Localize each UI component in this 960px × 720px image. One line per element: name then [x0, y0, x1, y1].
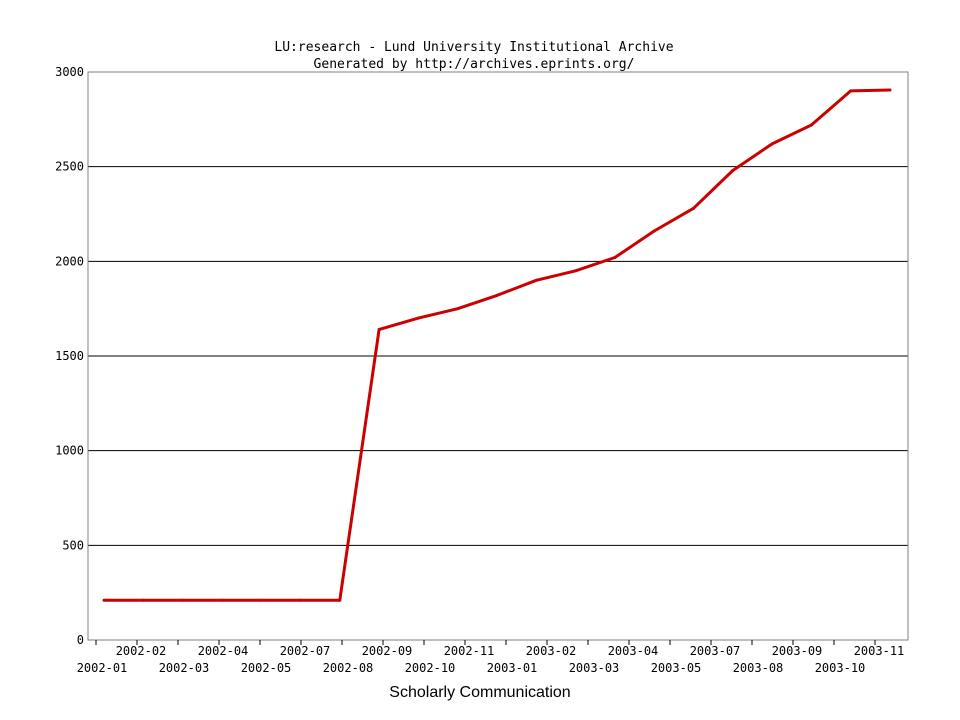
- x-tick-label: 2002-02: [116, 644, 167, 658]
- y-tick-label: 2000: [55, 254, 84, 268]
- y-tick-label: 500: [62, 538, 84, 552]
- data-point: [495, 293, 499, 297]
- y-tick-label: 1000: [55, 444, 84, 458]
- data-point: [652, 229, 656, 233]
- data-point: [849, 89, 853, 93]
- x-axis: 2002-02 2002-04 2002-07 2002-09 2002-11 2003-…: [77, 640, 905, 675]
- grid: [88, 166, 908, 546]
- plot-frame: [87, 71, 909, 641]
- x-tick-label: 2003-02: [526, 644, 577, 658]
- data-point: [731, 168, 735, 172]
- data-point: [613, 256, 617, 260]
- data-point: [338, 598, 342, 602]
- y-tick-label: 0: [77, 633, 84, 647]
- x-tick-label: 2003-04: [608, 644, 659, 658]
- chart-title: LU:research - Lund University Institutio…: [274, 40, 673, 55]
- x-tick-label: 2002-10: [405, 661, 456, 675]
- data-point: [181, 598, 185, 602]
- data-point: [888, 88, 892, 92]
- footer-caption: Scholarly Communication: [389, 684, 571, 701]
- x-tick-label: 2002-09: [362, 644, 413, 658]
- data-point: [141, 598, 145, 602]
- data-point: [220, 598, 224, 602]
- x-tick-label: 2002-11: [444, 644, 495, 658]
- x-tick-label: 2003-01: [487, 661, 538, 675]
- x-tick-label: 2002-01: [77, 661, 128, 675]
- data-point: [809, 123, 813, 127]
- y-tick-label: 3000: [55, 65, 84, 79]
- y-tick-label: 1500: [55, 349, 84, 363]
- x-tick-label: 2003-10: [815, 661, 866, 675]
- data-point: [574, 269, 578, 273]
- x-tick-label: 2003-11: [854, 644, 905, 658]
- data-point: [102, 598, 106, 602]
- x-tick-label: 2003-05: [651, 661, 702, 675]
- data-point: [377, 327, 381, 331]
- data-point: [456, 307, 460, 311]
- x-tick-label: 2002-08: [323, 661, 374, 675]
- y-tick-label: 2500: [55, 160, 84, 174]
- x-tick-label: 2003-03: [569, 661, 620, 675]
- x-tick-label: 2002-04: [198, 644, 249, 658]
- x-tick-label: 2002-07: [280, 644, 331, 658]
- data-point: [534, 278, 538, 282]
- data-point: [692, 206, 695, 210]
- x-tick-label: 2002-03: [159, 661, 210, 675]
- data-point: [770, 142, 774, 146]
- x-tick-label: 2003-07: [690, 644, 741, 658]
- data-point: [416, 316, 420, 320]
- data-point: [299, 598, 302, 602]
- x-tick-label: 2003-08: [733, 661, 784, 675]
- y-axis: 0 500 1000 1500 2000 2500 3000: [55, 65, 84, 647]
- x-tick-label: 2002-05: [241, 661, 292, 675]
- data-point: [259, 598, 263, 602]
- x-tick-label: 2003-09: [772, 644, 823, 658]
- data-points: [102, 88, 892, 602]
- chart-subtitle: Generated by http://archives.eprints.org…: [314, 57, 635, 72]
